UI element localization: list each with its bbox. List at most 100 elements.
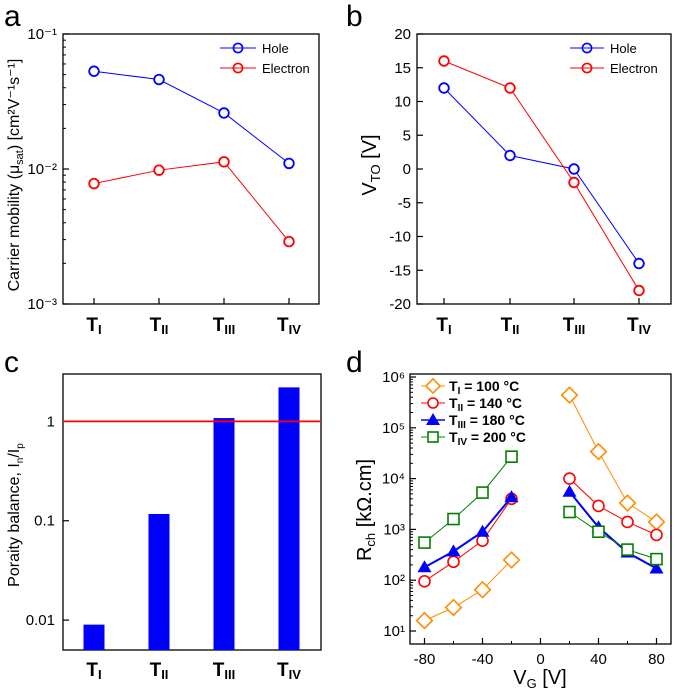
panel-b-legend: Hole Electron [570,41,658,76]
panel-d-ytick-label: 10³ [383,521,405,538]
panel-b-line-electron [443,60,640,291]
panel-d-xtick-label: 40 [590,651,607,668]
legend-hole-marker [232,42,244,54]
legend-t3: TIII = 180 °C [449,412,525,431]
panel-c-xtick-label: TI [86,660,101,682]
legend-hole-marker [581,42,593,54]
panel-d-ytick-label: 10² [383,572,405,589]
panel-d-point-square [447,512,460,526]
panel-d-point-diamond [589,442,608,461]
panel-a-xtick-label: TIV [277,315,301,337]
panel-c-xtick-label: TIII [213,660,235,682]
legend-t4: TIV = 200 °C [449,429,526,448]
panel-d-ylabel: Rch [kΩ.cm] [354,459,378,561]
panel-b-point-hole [438,82,450,94]
panel-d-point-square [621,543,634,556]
panel-c-bar [213,418,235,650]
panel-d-point-circle [621,515,634,529]
panel-a-point-electron [153,164,165,176]
panel-a-point-hole [153,73,165,86]
panel-d-point-diamond [473,580,492,599]
panel-b-point-hole [568,163,580,175]
panel-d-point-circle [476,534,489,547]
panel-d-ytick-label: 10⁴ [382,471,405,488]
panel-b-ylabel: VTO [V] [359,134,383,195]
panel-c-bar [148,513,170,650]
panel-d-point-square [476,486,489,499]
panel-d-line-diamond [569,394,657,523]
panel-b-point-hole [633,257,645,270]
panel-b-ytick-label: -5 [398,195,411,212]
panel-d-point-circle [563,472,576,485]
panel-b-ytick-label: 5 [403,127,411,144]
panel-d-point-triangle [562,484,577,497]
panel-d-line-diamond [424,559,512,622]
panel-d-line-circle [424,498,512,582]
panel-d-point-triangle [504,490,519,503]
legend-electron-label: Electron [262,61,310,76]
legend-t1: TI = 100 °C [449,378,519,397]
panel-letter-d: d [346,346,363,379]
panel-b-point-electron [504,82,516,94]
panel-d-point-square [563,505,576,519]
legend-t2: TII = 140 °C [449,395,522,414]
panel-a-ytick-label: 10⁻¹ [27,26,57,43]
panel-b-xtick-label: TI [436,315,451,337]
panel-d-line-square [569,511,657,560]
panel-a-legend: Hole Electron [220,41,310,76]
panel-b-point-electron [438,55,450,67]
plot-layer: 10⁻¹10⁻²10⁻³TI TII TIII TIV20151050-5-10-15… [26,26,666,682]
panel-d-xtick-label: 0 [536,651,544,668]
panel-b-xtick-label: TIII [563,315,585,337]
legend-electron-marker [232,62,244,74]
panel-d-line-square [424,456,512,543]
panel-c-bar [83,624,105,650]
panel-d-line-circle [569,478,657,536]
legend-hole-label: Hole [610,41,637,56]
panel-b-ytick-label: 20 [394,26,411,43]
panel-b-ytick-label: -15 [389,262,411,279]
panel-b-ytick-label: -20 [389,296,411,313]
panel-letter-c: c [4,346,19,379]
panel-c-ytick-label: 1 [47,413,55,430]
panel-d-xtick-label: -80 [414,651,436,668]
panel-d-line-triangle [424,496,513,569]
panel-d-point-diamond [415,611,434,630]
panel-a-xtick-label: TIII [213,315,235,337]
panel-a-xtick-label: TII [150,315,169,337]
panel-d-point-triangle [649,561,664,574]
legend-marker-triangle [426,413,440,425]
panel-b-ytick-label: 15 [394,60,411,77]
panel-b-ytick-label: 0 [403,161,411,178]
panel-d-point-square [505,450,518,463]
panel-d-point-square [418,536,431,549]
panel-c-frame [62,373,322,651]
panel-b-ytick-label: 10 [394,94,411,111]
panel-d-xlabel: VG [V] [513,667,566,691]
panel-a-ylabel: Carrier mobility (μsat) [cm²V⁻¹s⁻¹] [6,59,26,292]
panel-b-line-hole [443,87,640,264]
panel-a-ytick-label: 10⁻² [27,161,57,178]
panel-d-ytick-label: 10⁵ [382,420,405,437]
panel-c-bar [278,387,300,650]
panel-d-point-circle [418,575,431,588]
panel-a-point-electron [283,235,295,248]
panel-c-ytick-label: 0.1 [34,513,55,530]
panel-c-xtick-label: TII [150,660,169,682]
panel-a-xtick-label: TI [86,315,101,337]
panel-a-point-electron [88,177,100,190]
panel-a-point-hole [283,157,295,170]
panel-d-ytick-label: 10¹ [383,623,405,640]
legend-electron-label: Electron [610,61,658,76]
panel-d-legend: TI = 100 °C TII = 140 °C TIII = 180 °C T… [421,377,526,448]
legend-electron-marker [581,62,593,74]
panel-d-point-circle [447,555,460,569]
panel-a-point-electron [218,156,230,168]
legend-marker-square [427,431,439,443]
panel-d-line-triangle [568,491,657,570]
panel-a-line-electron [93,161,290,242]
panel-b-xtick-label: TII [501,315,520,337]
panel-letter-a: a [4,0,21,33]
panel-d-point-circle [592,499,605,513]
panel-d-point-triangle [417,560,432,573]
